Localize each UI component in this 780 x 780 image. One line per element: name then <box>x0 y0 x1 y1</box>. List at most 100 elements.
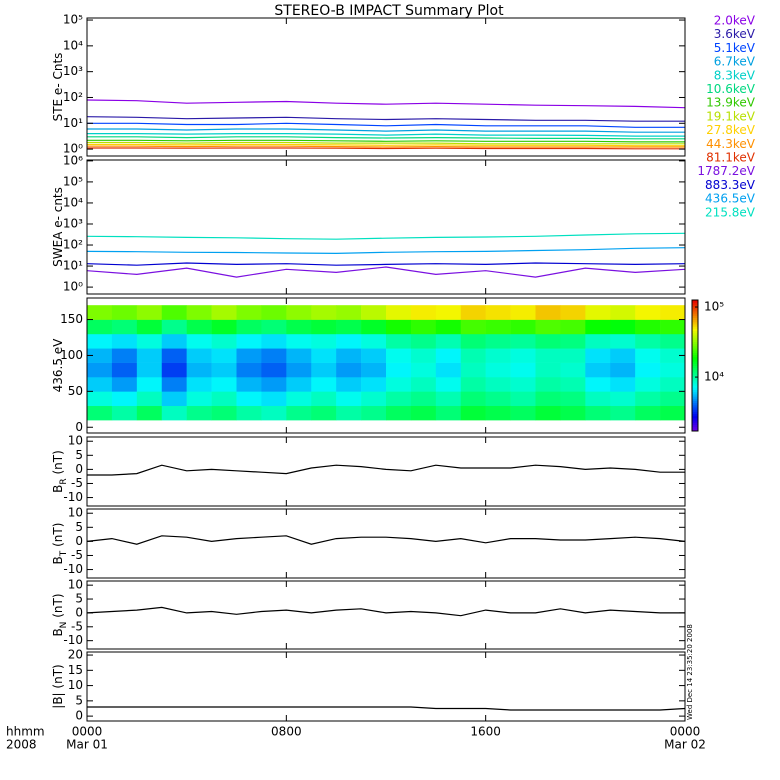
y-axis-label-unit: (nT) <box>51 523 65 551</box>
legend-entry: 3.6keV <box>714 27 756 41</box>
legend-entry: 1787.2eV <box>697 164 755 178</box>
heat-cell <box>336 348 362 363</box>
heat-cell <box>560 362 586 378</box>
heat-cell <box>660 405 685 421</box>
heat-cell <box>361 362 387 378</box>
heat-cell <box>136 333 163 349</box>
heat-cell <box>136 405 163 421</box>
y-axis-label-main: B <box>51 485 65 493</box>
series-line <box>87 606 685 617</box>
y-axis-label-main: B <box>51 556 65 564</box>
legend-entry: 13.9keV <box>706 96 756 110</box>
heat-cell <box>435 319 462 335</box>
heat-cell <box>186 376 212 392</box>
y-axis-label-sub: T <box>59 550 69 557</box>
heat-cell <box>560 333 586 349</box>
colorbar-step <box>692 367 698 371</box>
y-tick-label: 0 <box>75 709 83 723</box>
heat-cell <box>510 333 536 349</box>
y-axis-label-sub: N <box>59 622 69 629</box>
colorbar-step <box>692 328 698 332</box>
heat-cell <box>286 319 312 335</box>
colorbar-step <box>692 398 698 401</box>
series-line <box>87 464 685 476</box>
colorbar-step <box>692 319 698 323</box>
y-tick-label: -10 <box>63 633 83 647</box>
heat-cell <box>161 391 187 407</box>
heat-cell <box>585 362 611 378</box>
heat-cell <box>87 376 113 392</box>
y-tick-label: 0 <box>75 420 83 434</box>
heat-cell <box>336 405 362 421</box>
heat-cell <box>311 376 337 392</box>
heat-cell <box>361 376 387 392</box>
y-tick-label: 10⁴ <box>63 38 83 52</box>
heat-cell <box>585 348 611 363</box>
heat-cell <box>535 319 561 335</box>
heat-cell <box>186 405 212 421</box>
y-tick-label: -10 <box>63 490 83 504</box>
series-line <box>87 143 685 147</box>
y-tick-label: 10² <box>63 238 83 252</box>
heat-cell <box>635 319 661 335</box>
heat-cell <box>286 305 312 320</box>
y-tick-label: 10³ <box>63 216 83 230</box>
heat-cell <box>660 319 685 335</box>
legend-entry: 6.7keV <box>714 55 756 69</box>
heat-cell <box>361 319 387 335</box>
heat-cell <box>236 391 262 407</box>
legend-entry: 27.8keV <box>706 123 756 137</box>
heat-cell <box>435 376 462 392</box>
heat-cell <box>460 348 486 363</box>
heat-cell <box>286 376 312 392</box>
heat-cell <box>560 348 586 363</box>
series-line <box>87 128 685 133</box>
heat-cell <box>311 319 337 335</box>
heat-cell <box>635 362 661 378</box>
heat-cell <box>610 362 636 378</box>
y-axis-label: BN (nT) <box>51 593 69 636</box>
heat-cell <box>87 391 113 407</box>
panel-frame <box>86 436 686 507</box>
heat-cell <box>635 405 661 421</box>
heat-cell <box>236 319 262 335</box>
heat-cell <box>386 391 412 407</box>
heat-cell <box>460 305 486 320</box>
heat-cell <box>435 333 462 349</box>
heat-cell <box>311 348 337 363</box>
x-tick-label: 1600 <box>470 725 501 739</box>
heat-cell <box>211 405 237 421</box>
colorbar-step <box>692 302 698 305</box>
colorbar-step <box>692 391 698 395</box>
y-tick-label: 10 <box>68 578 83 592</box>
legend-entry: 2.0keV <box>714 14 756 28</box>
colorbar-step <box>692 428 698 432</box>
colorbar-step <box>692 356 698 360</box>
colorbar-step <box>692 365 698 369</box>
colorbar-step <box>692 348 698 351</box>
heat-cell <box>186 333 212 349</box>
colorbar-step <box>692 372 698 375</box>
colorbar-step <box>692 422 698 425</box>
heat-cell <box>161 362 187 378</box>
heat-cell <box>336 333 362 349</box>
heat-cell <box>87 333 113 349</box>
series-line <box>87 535 685 545</box>
colorbar-step <box>692 339 698 342</box>
y-axis-label-main: SWEA e- cnts <box>51 187 65 267</box>
heat-cell <box>485 376 511 392</box>
heat-cell <box>261 305 287 320</box>
heat-cell <box>111 333 138 349</box>
colorbar-step <box>692 350 698 353</box>
y-axis-label: SWEA e- cnts <box>51 187 65 267</box>
colorbar-step <box>692 306 698 310</box>
colorbar-step <box>692 369 698 373</box>
colorbar-step <box>692 317 698 321</box>
chart-title: STEREO-B IMPACT Summary Plot <box>274 3 504 19</box>
x-tick-label: 0000 <box>670 725 701 739</box>
heat-cell <box>435 391 462 407</box>
colorbar-step <box>692 415 698 419</box>
heat-cell <box>535 348 561 363</box>
heat-cell <box>510 376 536 392</box>
heat-cell <box>186 362 212 378</box>
